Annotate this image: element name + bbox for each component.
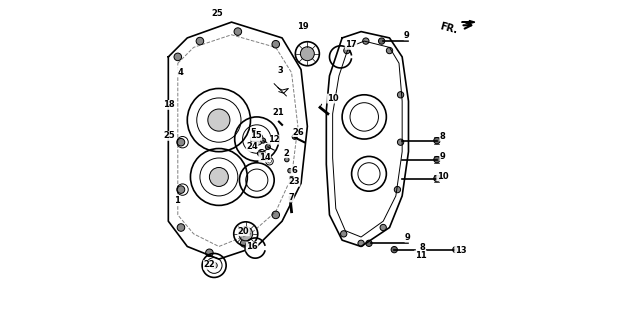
Text: 4: 4 bbox=[177, 68, 183, 76]
Circle shape bbox=[434, 175, 440, 182]
Text: 10: 10 bbox=[436, 172, 449, 181]
Circle shape bbox=[239, 227, 253, 241]
Polygon shape bbox=[461, 21, 475, 24]
Circle shape bbox=[205, 249, 213, 257]
Text: 17: 17 bbox=[345, 40, 356, 49]
Circle shape bbox=[300, 47, 314, 61]
Text: 6: 6 bbox=[291, 166, 297, 175]
Text: FR.: FR. bbox=[439, 21, 459, 36]
Circle shape bbox=[363, 38, 369, 44]
Circle shape bbox=[394, 186, 401, 193]
Circle shape bbox=[177, 138, 185, 146]
Circle shape bbox=[285, 157, 289, 162]
Text: 25: 25 bbox=[163, 131, 175, 140]
Circle shape bbox=[234, 28, 242, 35]
Circle shape bbox=[452, 246, 459, 253]
Text: 13: 13 bbox=[455, 246, 467, 255]
Text: 20: 20 bbox=[237, 227, 250, 236]
Text: 25: 25 bbox=[211, 9, 223, 18]
Circle shape bbox=[366, 240, 372, 246]
Circle shape bbox=[250, 133, 263, 145]
Circle shape bbox=[434, 156, 440, 163]
Circle shape bbox=[257, 151, 262, 156]
Text: 26: 26 bbox=[292, 128, 305, 137]
Circle shape bbox=[292, 134, 297, 139]
Circle shape bbox=[241, 240, 248, 247]
Circle shape bbox=[196, 37, 204, 45]
Circle shape bbox=[397, 92, 404, 98]
Text: 21: 21 bbox=[273, 108, 284, 117]
Circle shape bbox=[260, 138, 266, 143]
Circle shape bbox=[174, 53, 182, 61]
Text: 12: 12 bbox=[268, 135, 280, 144]
Text: 2: 2 bbox=[284, 149, 289, 158]
Circle shape bbox=[208, 109, 230, 131]
Text: 1: 1 bbox=[174, 196, 180, 205]
Text: 9: 9 bbox=[440, 152, 445, 161]
Text: 8: 8 bbox=[440, 132, 445, 141]
Circle shape bbox=[387, 47, 393, 54]
Text: 23: 23 bbox=[288, 177, 300, 186]
Circle shape bbox=[434, 137, 440, 144]
Text: 8: 8 bbox=[420, 243, 426, 252]
Circle shape bbox=[397, 139, 404, 145]
Text: 10: 10 bbox=[327, 94, 339, 103]
Circle shape bbox=[289, 176, 294, 181]
Circle shape bbox=[272, 40, 280, 48]
Text: 19: 19 bbox=[298, 22, 309, 31]
Text: 14: 14 bbox=[259, 153, 271, 162]
Circle shape bbox=[266, 144, 270, 149]
Text: 3: 3 bbox=[278, 66, 284, 75]
Text: 22: 22 bbox=[204, 260, 215, 269]
Text: 15: 15 bbox=[250, 131, 262, 140]
Text: 16: 16 bbox=[246, 242, 258, 251]
Text: 18: 18 bbox=[163, 100, 175, 109]
Circle shape bbox=[177, 186, 185, 193]
Circle shape bbox=[340, 231, 347, 237]
Circle shape bbox=[209, 167, 228, 186]
Text: 24: 24 bbox=[246, 143, 258, 151]
Text: 11: 11 bbox=[415, 251, 426, 260]
Circle shape bbox=[272, 211, 280, 219]
Text: 9: 9 bbox=[405, 233, 411, 242]
Circle shape bbox=[380, 224, 387, 231]
Circle shape bbox=[378, 38, 385, 44]
Circle shape bbox=[177, 224, 185, 231]
Circle shape bbox=[288, 168, 292, 173]
Circle shape bbox=[344, 47, 350, 54]
Circle shape bbox=[211, 262, 218, 269]
Text: 9: 9 bbox=[404, 31, 410, 40]
Circle shape bbox=[358, 240, 364, 246]
Text: 7: 7 bbox=[288, 193, 294, 202]
Circle shape bbox=[391, 246, 397, 253]
Text: 5: 5 bbox=[251, 128, 257, 137]
